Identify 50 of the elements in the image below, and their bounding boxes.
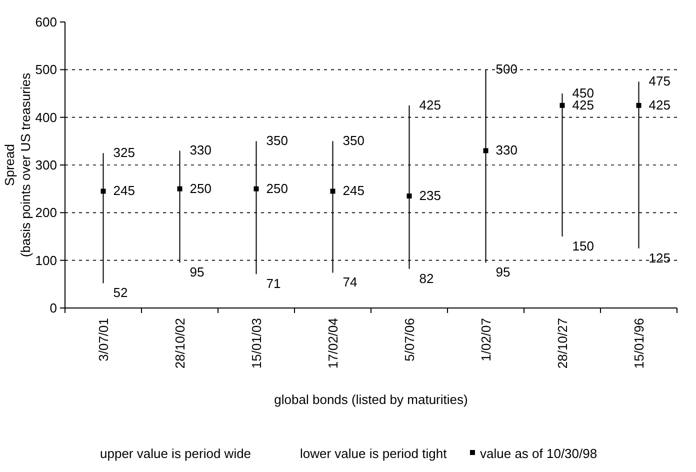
annotation: 350 xyxy=(266,133,288,148)
annotation: 425 xyxy=(419,97,441,112)
data-label: 425 xyxy=(648,97,670,112)
y-axis-title: Spread (basis points over US treasuries xyxy=(2,72,33,258)
annotation: 125 xyxy=(648,250,670,266)
data-label: 250 xyxy=(190,180,212,196)
annotation: 500 xyxy=(496,62,518,77)
point xyxy=(560,102,565,108)
y-tick-label: 0 xyxy=(50,300,57,316)
y-tick-label: 100 xyxy=(35,252,57,268)
annotation: 95 xyxy=(190,264,204,280)
x-tick-label: 3/07/01 xyxy=(96,318,111,362)
annotation: 325 xyxy=(113,145,135,160)
annotation: 74 xyxy=(342,274,358,290)
legend-label: value as of 10/30/98 xyxy=(480,446,598,461)
point xyxy=(330,188,336,194)
x-tick-label: 17/02/04 xyxy=(325,318,340,369)
x-tick-label: 1/02/07 xyxy=(478,318,494,362)
data-label: 250 xyxy=(266,180,288,196)
point xyxy=(406,193,412,198)
annotation: 82 xyxy=(419,270,434,286)
data-label: 235 xyxy=(419,188,441,203)
x-tick-label: 28/10/02 xyxy=(172,318,188,369)
x-tick-label: 15/01/96 xyxy=(631,318,646,369)
x-tick-label: 15/01/03 xyxy=(248,318,264,369)
text: upper value is period wide xyxy=(100,446,252,461)
text: lower value is period tight xyxy=(300,446,448,461)
annotation: 350 xyxy=(342,133,364,148)
y-tick-label: 400 xyxy=(35,110,57,125)
annotation: 52 xyxy=(113,285,128,300)
y-tick-label: 500 xyxy=(35,62,57,78)
x-tick-label: 28/10/27 xyxy=(554,318,570,369)
data-label: 330 xyxy=(496,142,518,158)
x-axis-title: global bonds (listed by maturities) xyxy=(274,392,468,407)
point xyxy=(100,188,106,194)
annotation: 150 xyxy=(572,238,594,254)
annotation: 330 xyxy=(190,142,212,158)
point xyxy=(483,148,488,154)
point xyxy=(636,102,642,108)
point xyxy=(177,186,182,192)
x-tick-label: 5/07/06 xyxy=(402,318,417,362)
annotation: 95 xyxy=(496,264,510,280)
annotation: 475 xyxy=(648,74,670,89)
point xyxy=(254,186,259,192)
annotation: 71 xyxy=(266,276,281,292)
y-tick-label: 300 xyxy=(35,158,57,173)
y-tick-label: 200 xyxy=(35,205,57,220)
data-label: 245 xyxy=(113,183,135,198)
y-tick-label: 600 xyxy=(35,14,57,30)
data-label: 245 xyxy=(342,183,364,198)
